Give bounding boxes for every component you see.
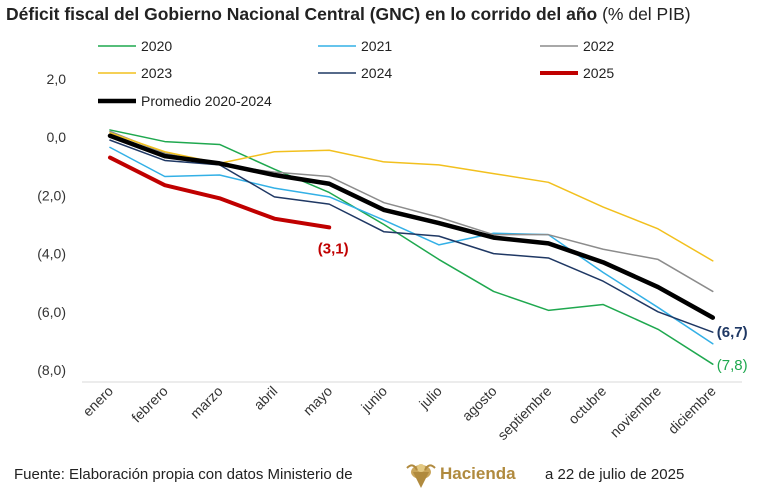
x-tick-label: julio: [415, 383, 445, 413]
ministry-logo-text: Hacienda: [440, 464, 516, 483]
x-tick-label: mayo: [300, 383, 336, 419]
y-tick-label: (2,0): [37, 187, 66, 203]
chart-title-unit: (% del PIB): [602, 4, 691, 24]
legend: 2020 2021 2022 2023 2024 2025 Promedio 2020-20…: [98, 38, 614, 109]
y-tick-label: (4,0): [37, 246, 66, 262]
x-axis: enero febrero marzo abril mayo junio julio agos…: [79, 381, 742, 443]
x-tick-label: enero: [79, 383, 116, 420]
legend-entry: 2021: [361, 38, 392, 54]
x-tick-label: diciembre: [665, 383, 719, 437]
y-tick-label: (8,0): [37, 362, 66, 378]
x-tick-label: noviembre: [607, 383, 665, 441]
series-line-2024: [109, 139, 714, 333]
series-line-2020: [109, 129, 714, 365]
line-chart: 2020 2021 2022 2023 2024 2025 Promedio 2020-20…: [37, 38, 748, 443]
legend-entry: 2020: [141, 38, 172, 54]
ministry-logo: [406, 464, 436, 488]
y-tick-label: (6,0): [37, 304, 66, 320]
x-tick-label: octubre: [565, 383, 609, 427]
source-note: Fuente: Elaboración propia con datos Min…: [14, 466, 353, 483]
legend-entry: 2023: [141, 65, 172, 81]
data-labels: (3,1) (6,7) (7,8): [318, 240, 748, 374]
x-tick-label: marzo: [187, 383, 226, 422]
legend-entry: 2025: [583, 65, 614, 81]
data-label: (6,7): [717, 324, 748, 341]
legend-entry: 2022: [583, 38, 614, 54]
source-date: a 22 de julio de 2025: [545, 466, 685, 483]
x-tick-label: febrero: [128, 383, 171, 426]
legend-entry: Promedio 2020-2024: [141, 93, 272, 109]
x-tick-label: junio: [357, 383, 390, 416]
series-line-2021: [109, 146, 714, 345]
series-line-2025: [108, 155, 332, 230]
series-line-promedio-2020-2024: [107, 133, 716, 320]
data-label: (3,1): [318, 240, 349, 257]
coat-of-arms-icon: [406, 464, 436, 488]
series-line-2022: [109, 130, 714, 293]
legend-entry: 2024: [361, 65, 392, 81]
y-tick-label: 0,0: [47, 129, 67, 145]
x-tick-label: abril: [250, 383, 280, 413]
series-lines: [107, 129, 716, 365]
chart-title-main: Déficit fiscal del Gobierno Nacional Cen…: [6, 4, 598, 24]
y-axis: 2,0 0,0 (2,0) (4,0) (6,0) (8,0): [37, 71, 66, 378]
x-tick-label: septiembre: [494, 383, 554, 443]
chart-title: Déficit fiscal del Gobierno Nacional Cen…: [6, 4, 691, 25]
y-tick-label: 2,0: [47, 71, 67, 87]
data-label: (7,8): [717, 357, 748, 374]
x-tick-label: agosto: [459, 383, 500, 424]
